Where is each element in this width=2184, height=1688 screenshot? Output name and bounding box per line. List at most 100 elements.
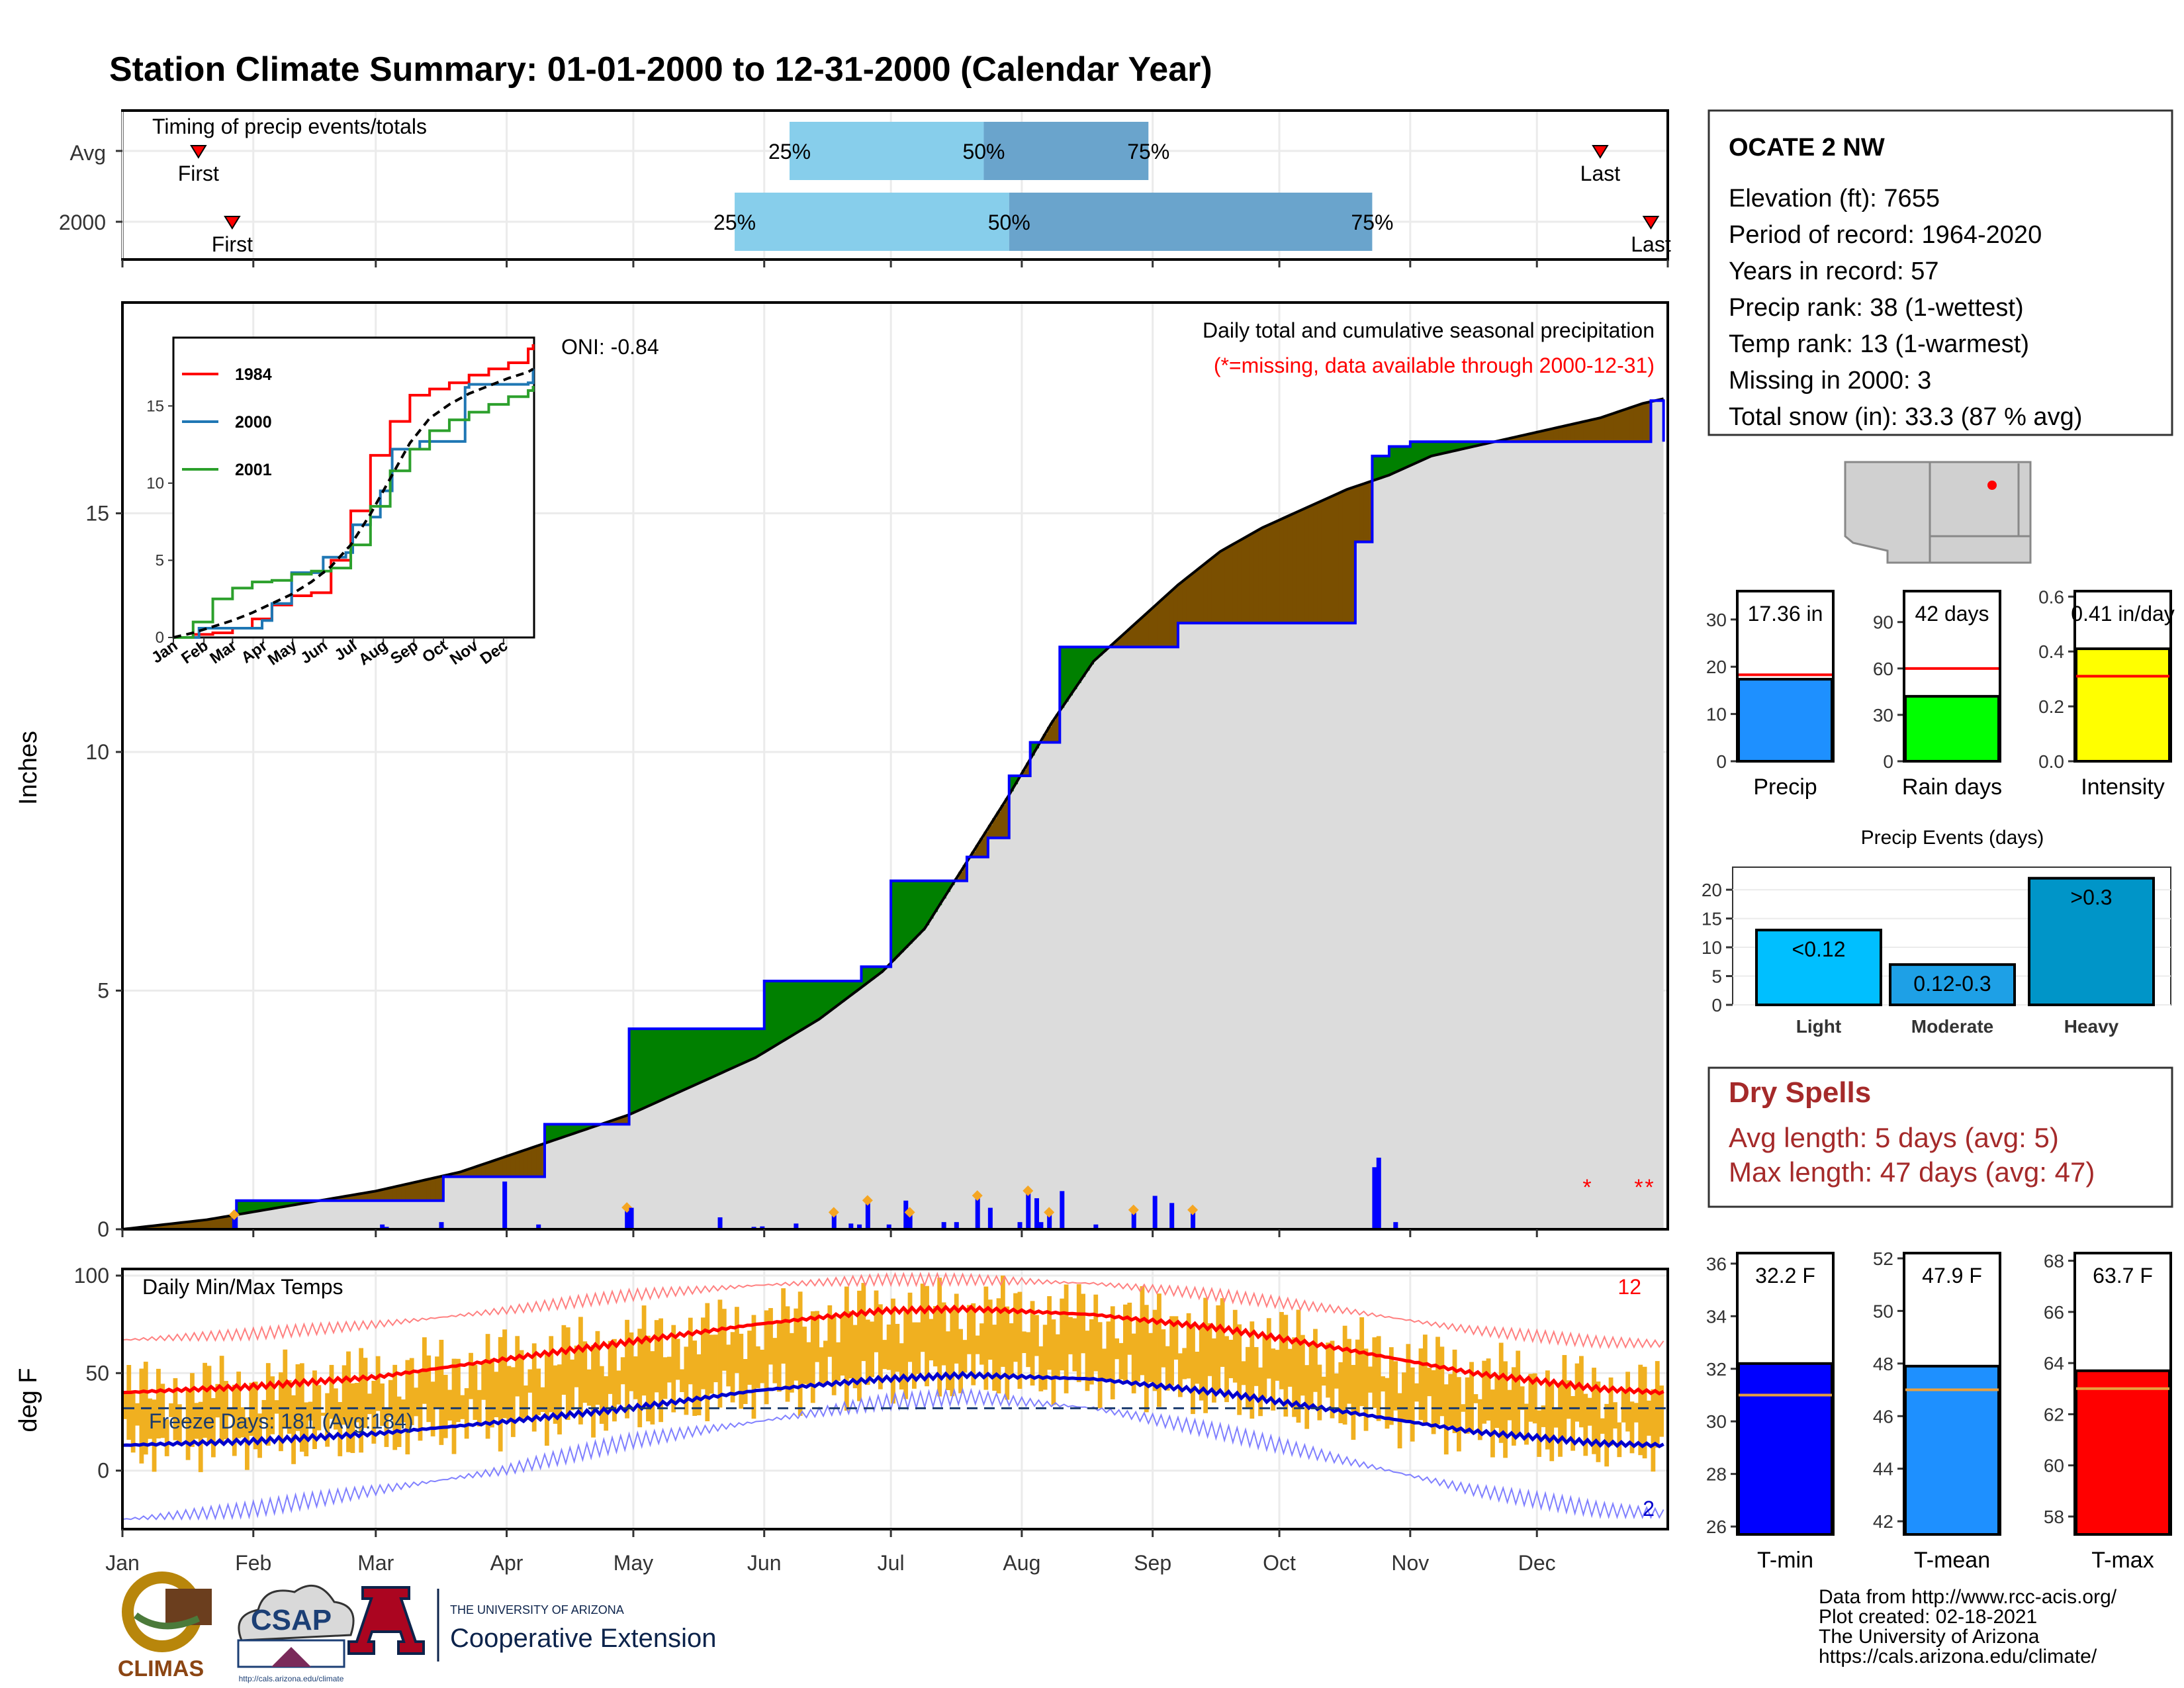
daily-temp-range-bar <box>1326 1342 1331 1398</box>
daily-temp-range-bar <box>1393 1361 1398 1411</box>
daily-precip-bar <box>1017 1222 1023 1229</box>
drier-fill <box>1621 410 1626 442</box>
daily-temp-range-bar <box>1553 1409 1559 1428</box>
drier-fill <box>1532 432 1537 442</box>
daily-temp-range-bar <box>819 1347 824 1383</box>
daily-temp-range-bar <box>662 1357 668 1399</box>
quartile-bar-upper <box>983 122 1149 180</box>
daily-precip-bar <box>380 1224 385 1229</box>
drier-fill <box>371 1191 377 1201</box>
wetter-fill <box>253 1200 258 1212</box>
daily-temp-range-bar <box>346 1351 351 1452</box>
drier-fill <box>1596 418 1601 442</box>
drier-fill <box>531 1147 537 1177</box>
wetter-fill <box>1465 442 1470 448</box>
drier-fill <box>1296 511 1301 624</box>
station-location-marker <box>1987 481 1997 490</box>
events-ytick-label: 15 <box>1702 909 1722 929</box>
daily-temp-range-bar <box>1647 1400 1651 1436</box>
drier-fill <box>1216 553 1221 624</box>
daily-temp-range-bar <box>561 1325 567 1395</box>
station-years: Years in record: 57 <box>1729 258 1939 285</box>
precip-subheader: (*=missing, data available through 2000-… <box>1214 353 1655 377</box>
wetter-fill <box>878 966 883 974</box>
daily-precip-bar <box>1038 1222 1044 1229</box>
wetter-fill <box>743 1029 748 1062</box>
oni-value: ONI: -0.84 <box>561 335 659 359</box>
small-ytick-label: 48 <box>1873 1354 1893 1374</box>
drier-fill <box>1000 804 1005 838</box>
daily-temp-range-bar <box>721 1309 727 1371</box>
drier-fill <box>975 845 980 857</box>
wetter-fill <box>1477 442 1482 445</box>
daily-temp-range-bar <box>823 1340 828 1384</box>
drier-fill <box>1342 490 1347 624</box>
wetter-fill <box>1469 442 1475 447</box>
wetter-fill <box>291 1200 296 1205</box>
wetter-fill <box>1060 647 1065 708</box>
timing-row-label: 2000 <box>59 211 106 234</box>
drier-fill <box>1592 419 1597 442</box>
daily-temp-range-bar <box>274 1400 279 1414</box>
daily-temp-range-bar <box>401 1399 406 1423</box>
drier-fill <box>194 1221 199 1229</box>
daily-temp-range-bar <box>1642 1366 1647 1459</box>
drier-fill <box>1136 621 1141 647</box>
daily-temp-range-bar <box>1376 1336 1381 1421</box>
drier-fill <box>1042 733 1048 743</box>
daily-precip-bar <box>1034 1198 1040 1229</box>
drier-fill <box>1304 507 1310 624</box>
drier-fill <box>1574 423 1580 442</box>
daily-temp-range-bar <box>582 1341 588 1403</box>
daily-temp-range-bar <box>270 1376 275 1434</box>
drier-fill <box>1613 412 1618 442</box>
wetter-fill <box>557 1124 563 1139</box>
daily-temp-range-bar <box>1250 1321 1255 1419</box>
small-bar-value: 32.2 F <box>1755 1264 1815 1288</box>
drier-fill <box>210 1218 216 1229</box>
daily-temp-range-bar <box>996 1298 1001 1393</box>
drier-fill <box>1507 438 1512 442</box>
daily-temp-range-bar <box>1262 1335 1267 1399</box>
drier-fill <box>148 1226 153 1229</box>
drier-fill <box>460 1171 465 1177</box>
daily-precip-bar <box>1131 1212 1136 1229</box>
wetter-fill <box>713 1029 719 1076</box>
drier-fill <box>363 1193 368 1201</box>
precip-header: Daily total and cumulative seasonal prec… <box>1203 318 1655 342</box>
daily-temp-range-bar <box>1507 1389 1512 1421</box>
daily-temp-range-bar <box>1118 1342 1124 1380</box>
daily-temp-range-bar <box>1406 1344 1411 1421</box>
drier-fill <box>971 851 976 857</box>
daily-temp-range-bar <box>1013 1293 1018 1362</box>
drier-fill <box>540 1144 545 1177</box>
daily-temp-range-bar <box>641 1305 647 1396</box>
daily-temp-range-bar <box>215 1383 220 1418</box>
wetter-fill <box>929 880 934 919</box>
missing-mark: * <box>1582 1175 1591 1200</box>
daily-temp-range-bar <box>713 1335 718 1383</box>
daily-temp-range-bar <box>1655 1361 1660 1448</box>
daily-temp-range-bar <box>578 1317 583 1425</box>
daily-temp-range-bar <box>173 1378 178 1440</box>
small-ytick-label: 46 <box>1873 1406 1893 1427</box>
wetter-fill <box>659 1029 664 1101</box>
wetter-fill <box>1393 446 1398 473</box>
daily-temp-range-bar <box>375 1356 381 1411</box>
daily-temp-range-bar <box>1443 1384 1449 1455</box>
drier-fill <box>506 1155 512 1177</box>
daily-precip-bar <box>886 1224 891 1229</box>
daily-temp-range-bar <box>1457 1377 1461 1452</box>
daily-temp-range-bar <box>1009 1323 1014 1375</box>
precip-ylabel: Inches <box>15 731 42 805</box>
drier-fill <box>1625 408 1631 442</box>
daily-temp-range-bar <box>371 1380 377 1444</box>
wetter-fill <box>240 1200 246 1214</box>
daily-temp-range-bar <box>1469 1362 1474 1431</box>
drier-fill <box>185 1221 191 1229</box>
daily-temp-range-bar <box>1368 1366 1373 1393</box>
drier-fill <box>152 1225 157 1229</box>
daily-temp-range-bar <box>1342 1325 1347 1425</box>
daily-temp-range-bar <box>595 1331 600 1405</box>
station-precip-rank: Precip rank: 38 (1-wettest) <box>1729 294 2024 322</box>
